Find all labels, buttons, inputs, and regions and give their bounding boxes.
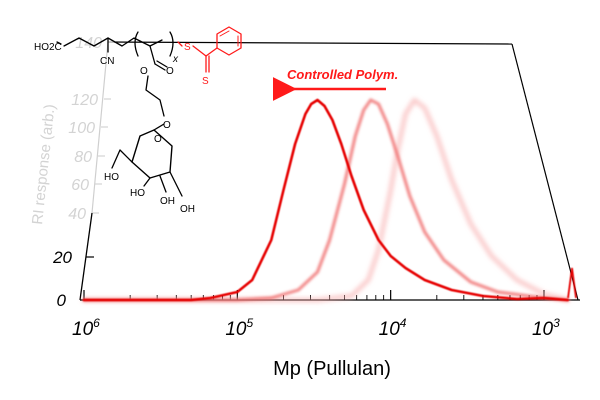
acid-carbonyl-bond — [56, 41, 62, 45]
series-layer — [81, 97, 577, 303]
y-tick-label: 20 — [52, 248, 72, 267]
ethylene-linker — [145, 75, 165, 117]
back-top-edge — [107, 41, 513, 45]
x-tick-label: 104 — [379, 316, 407, 340]
hydroxyl-2: HO — [130, 188, 145, 199]
ring-oxygen: O — [154, 134, 162, 145]
x-ticks: 106 105 104 103 — [72, 290, 560, 340]
x-tick-label: 103 — [532, 316, 560, 340]
thiocarbonyl-sulfur: S — [202, 76, 209, 87]
back-axis-line — [91, 41, 109, 214]
x-axis-label: Mp (Pullulan) — [273, 358, 391, 380]
sugar-ring — [131, 129, 173, 179]
repeat-bracket-left — [134, 31, 139, 57]
end-spike — [567, 267, 577, 299]
hydroxyl-4: OH — [180, 204, 195, 215]
controlled-polym-annotation: Controlled Polym. — [272, 67, 398, 101]
carbonyl-double-bond-a — [154, 63, 166, 71]
x-tick-label: 105 — [225, 316, 253, 340]
phenyl-bond — [205, 47, 218, 57]
back-right-edge — [511, 43, 579, 301]
anomeric-bond — [153, 123, 165, 131]
annotation-text: Controlled Polym. — [287, 67, 398, 82]
repeat-subscript: x — [172, 54, 179, 65]
acid-group: HO2C — [34, 42, 62, 53]
thio-sulfur: S — [184, 42, 191, 53]
backbone-bonds — [63, 37, 163, 47]
hydroxyl-3: OH — [160, 196, 175, 207]
glycosidic-oxygen: O — [163, 120, 171, 131]
hydroxyl-1: HO — [104, 172, 119, 183]
ester-oxygen: O — [140, 66, 148, 77]
repeat-bracket-right — [169, 31, 174, 57]
ch2oh-bond — [111, 149, 133, 169]
back-y-tick-label: 60 — [71, 177, 89, 194]
gpc-trace-1 — [82, 98, 569, 302]
nitrile-group: CN — [100, 56, 114, 67]
back-y-tick-label: 120 — [71, 92, 98, 109]
oh-bond-4 — [169, 171, 183, 197]
oh-bond-3 — [159, 175, 167, 193]
phenyl-ring — [216, 26, 242, 56]
y-tick-label: 0 — [57, 291, 67, 310]
back-frame — [107, 41, 579, 301]
chemical-structure: HO2C CN x O O O O HO HO OH OH S S — [34, 26, 242, 215]
y-axis-label: RI response (arb.) — [29, 103, 59, 225]
back-y-tick-label: 100 — [68, 120, 95, 137]
gpc-trace-3 — [81, 97, 570, 303]
back-y-tick-label: 40 — [68, 206, 86, 223]
sidechain-bond-1 — [149, 45, 156, 65]
carbonyl-double-bond-b — [156, 60, 168, 68]
carbonyl-oxygen: O — [166, 66, 174, 77]
front-y-axis: 0 20 — [52, 212, 94, 310]
x-tick-label: 106 — [72, 316, 100, 340]
thiocarbonyl-bond-a — [192, 45, 207, 57]
phenyl-inner-1 — [219, 30, 230, 37]
back-y-tick-label: 80 — [74, 149, 92, 166]
thio-bond — [177, 41, 183, 47]
oh-bond-2 — [143, 177, 151, 187]
gpc-trace-2 — [82, 98, 570, 302]
